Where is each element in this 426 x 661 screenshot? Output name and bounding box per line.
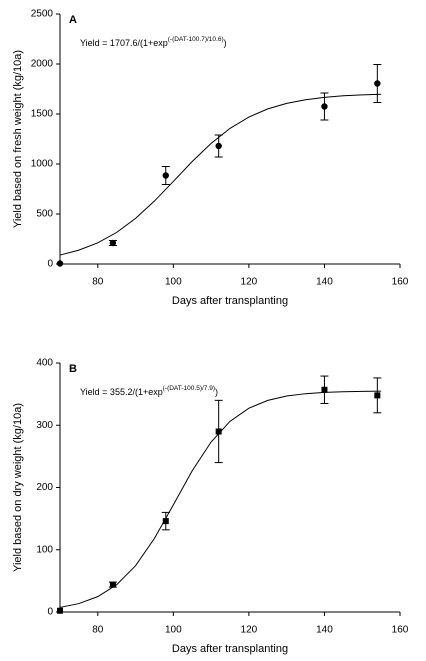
x-tick-label: 80 — [92, 625, 104, 636]
y-tick-label: 0 — [47, 607, 53, 618]
fit-curve — [59, 93, 382, 256]
point — [162, 518, 169, 525]
y-tick-label: 400 — [36, 358, 53, 369]
y-tick-label: 100 — [36, 544, 53, 555]
x-tick-label: 140 — [316, 625, 333, 636]
equation: Yield = 355.2/(1+exp(-(DAT-100.5)/7.9)) — [80, 385, 218, 398]
point — [321, 103, 328, 110]
fit-curve — [59, 390, 382, 608]
x-tick-label: 120 — [241, 277, 258, 288]
point — [215, 142, 222, 150]
y-axis-title: Yield based on fresh weight (kg/10a) — [12, 50, 24, 228]
y-tick-label: 300 — [36, 420, 53, 431]
y-tick-label: 500 — [36, 209, 53, 220]
y-tick-label: 2500 — [31, 9, 54, 20]
x-axis-title: Days after transplanting — [172, 295, 288, 307]
y-axis-title: Yield based on dry weight (kg/10a) — [12, 403, 24, 572]
equation-tail: ) — [224, 38, 227, 48]
x-tick-label: 140 — [316, 277, 333, 288]
equation-exponent: (-(DAT-100.5)/7.9) — [163, 385, 215, 392]
y-tick-label: 2000 — [31, 59, 54, 70]
point — [321, 386, 328, 393]
point — [56, 260, 64, 267]
y-tick-label: 0 — [47, 259, 53, 270]
y-tick-label: 200 — [36, 482, 53, 493]
point — [57, 607, 63, 614]
y-tick-label: 1500 — [31, 109, 54, 120]
point — [109, 239, 117, 247]
x-tick-label: 120 — [241, 625, 258, 636]
panel-label: A — [69, 14, 77, 26]
x-tick-label: 100 — [165, 625, 182, 636]
equation-base: Yield = 1707.6/(1+exp — [80, 38, 168, 48]
equation: Yield = 1707.6/(1+exp(-(DAT-100.7)/10.6)… — [80, 36, 227, 49]
panel-label: B — [69, 363, 77, 375]
equation-exponent: (-(DAT-100.7)/10.6) — [168, 36, 224, 43]
point — [109, 581, 116, 588]
x-tick-label: 100 — [165, 277, 182, 288]
x-tick-label: 80 — [92, 277, 104, 288]
x-tick-label: 160 — [392, 277, 409, 288]
y-tick-label: 1000 — [31, 159, 54, 170]
point — [215, 428, 222, 435]
x-tick-label: 160 — [392, 625, 409, 636]
point — [374, 392, 381, 399]
equation-tail: ) — [215, 387, 218, 397]
equation-base: Yield = 355.2/(1+exp — [80, 387, 163, 397]
point — [374, 80, 381, 87]
x-axis-title: Days after transplanting — [172, 643, 288, 655]
point — [162, 172, 169, 179]
